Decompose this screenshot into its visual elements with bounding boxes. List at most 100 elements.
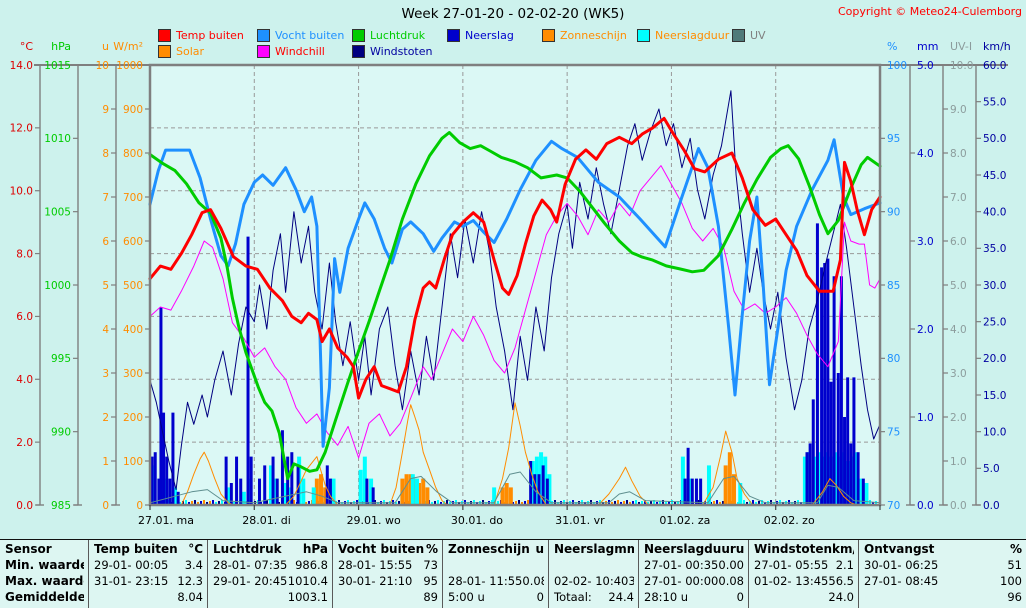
tick-label--: 90: [887, 206, 900, 218]
bottom-strip-mark: [797, 500, 799, 504]
tick-label-u: 5: [102, 280, 109, 292]
tick-label-uv-i: 0.0: [950, 500, 967, 512]
table-header-unit: %: [1009, 542, 1022, 556]
bottom-strip-mark: [266, 500, 268, 504]
legend-label-windstoten: Windstoten: [370, 45, 433, 58]
legend-swatch-windchill: [257, 45, 270, 58]
table-header-unit: %: [425, 542, 438, 556]
table-cell-value: 8.04: [177, 590, 203, 604]
table-cell-value: 3.2: [628, 574, 634, 588]
table-cell-value: 73: [423, 558, 438, 572]
bottom-strip-mark: [524, 501, 526, 504]
table-cell-value: 0.08: [522, 574, 544, 588]
legend-label-zonneschijn: Zonneschijn: [560, 29, 627, 42]
bottom-strip-mark: [653, 500, 655, 504]
table-cell-row: 1003.1: [213, 589, 328, 605]
table-header-unit: u: [735, 542, 744, 556]
tick-label-u: 3: [102, 368, 109, 380]
table-header-unit: mm: [614, 542, 634, 556]
bottom-strip-mark: [713, 501, 715, 504]
table-cell-timestamp: 28-01- 07:35: [213, 558, 288, 572]
legend-swatch-uv: [732, 29, 745, 42]
tick-label-w-m-: 100: [123, 456, 143, 468]
table-cell-row: 28-01- 07:35 986.8: [213, 557, 328, 573]
bottom-strip-mark: [719, 502, 721, 504]
tick-label-w-m-: 300: [123, 368, 143, 380]
bottom-strip-mark: [554, 500, 556, 504]
bottom-strip-mark: [626, 500, 628, 504]
bottom-strip-mark: [635, 500, 637, 504]
series-windstoten-line: [149, 90, 881, 491]
stats-table: Sensor Min. waarde Max. waarde Gemiddelde Te…: [0, 539, 1026, 608]
bottom-strip-mark: [383, 500, 385, 504]
page-title: Week 27-01-20 - 02-02-20 (WK5): [401, 6, 625, 22]
bottom-strip-mark: [521, 502, 523, 504]
tick-label-u: 7: [102, 192, 109, 204]
legend-label-temp-buiten: Temp buiten: [176, 29, 244, 42]
axis-unit--: %: [887, 40, 897, 53]
chart-canvas: 0.02.04.06.08.010.012.014.0°C98599099510…: [10, 40, 1011, 527]
bottom-strip-mark: [179, 502, 181, 504]
bottom-strip-mark: [434, 501, 436, 504]
table-cell-timestamp: 27-01- 00:00: [644, 574, 719, 588]
legend-item-zonneschijn: Zonneschijn: [542, 29, 627, 42]
tick-label--: 70: [887, 500, 900, 512]
tick-label-km-h: 45.0: [983, 170, 1006, 182]
axis-unit--c: °C: [20, 40, 34, 53]
bottom-strip-mark: [662, 500, 664, 504]
table-header-unit: °C: [188, 542, 203, 556]
table-cell-timestamp: Totaal:: [554, 590, 592, 604]
tick-label-w-m-: 500: [123, 280, 143, 292]
table-cell-value: 96: [1007, 590, 1022, 604]
table-cell-row: 5:00 u 0: [448, 589, 544, 605]
tick-label-hpa: 1015: [44, 60, 71, 72]
bottom-strip-mark: [677, 501, 679, 504]
legend-item-uv: UV: [732, 29, 766, 42]
copyright-text: Copyright © Meteo24-Culemborg: [838, 5, 1022, 18]
tick-label-mm: 0.0: [917, 500, 934, 512]
tick-label-w-m-: 0: [136, 500, 143, 512]
bottom-strip-mark: [194, 500, 196, 504]
bottom-strip-mark: [293, 500, 295, 504]
bottom-strip-mark: [197, 502, 199, 504]
x-axis-label: 01.02. za: [659, 514, 710, 527]
table-header: Luchtdruk hPa: [213, 541, 328, 557]
legend-label-windchill: Windchill: [275, 45, 325, 58]
table-header-unit: u: [535, 542, 544, 556]
x-axis-label: 31.01. vr: [555, 514, 605, 527]
axis-unit-uv-i: UV-I: [950, 40, 972, 53]
table-col-vocht-buiten: Vocht buiten% 28-01- 15:55 73 30-01- 21:10 9…: [332, 540, 442, 608]
tick-label--c: 2.0: [16, 437, 33, 449]
table-cell-value: 0.08: [718, 574, 744, 588]
tick-label-u: 4: [102, 324, 109, 336]
legend-swatch-neerslag: [447, 29, 460, 42]
bottom-strip-mark: [491, 500, 493, 504]
series-uv-line: [149, 471, 881, 504]
tick-label-hpa: 1000: [44, 280, 71, 292]
tick-label--c: 14.0: [10, 60, 33, 72]
table-cell-timestamp: 28:10 u: [644, 590, 689, 604]
tick-label-w-m-: 900: [123, 104, 143, 116]
table-cell-value: 56.5: [828, 574, 854, 588]
x-axis-label: 27.01. ma: [138, 514, 194, 527]
table-header-title: Luchtdruk: [213, 542, 282, 556]
table-col-temp-buiten: Temp buiten °C 29-01- 00:05 3.4 31-01- 23:15…: [88, 540, 207, 608]
bottom-strip-mark: [203, 500, 205, 504]
bottom-strip-mark: [617, 500, 619, 504]
table-cell-row: 01-02- 13:45 56.5: [754, 573, 854, 589]
tick-label-km-h: 55.0: [983, 96, 1006, 108]
bottom-strip-mark: [614, 501, 616, 504]
bottom-strip-mark: [212, 500, 214, 504]
legend-item-windstoten: Windstoten: [352, 45, 432, 58]
table-cell-timestamp: 30-01- 06:25: [864, 558, 939, 572]
table-header-title: Vocht buiten: [338, 542, 425, 556]
bottom-strip-mark: [674, 502, 676, 504]
bottom-strip-mark: [347, 500, 349, 504]
bottom-strip-mark: [185, 500, 187, 504]
bottom-strip-mark: [437, 500, 439, 504]
bottom-strip-mark: [473, 500, 475, 504]
table-cell-row: [554, 557, 634, 573]
table-col-neerslagduur: Neerslagduur u 27-01- 00:35 0.00 27-01- 00:0…: [638, 540, 748, 608]
bottom-strip-mark: [641, 501, 643, 504]
